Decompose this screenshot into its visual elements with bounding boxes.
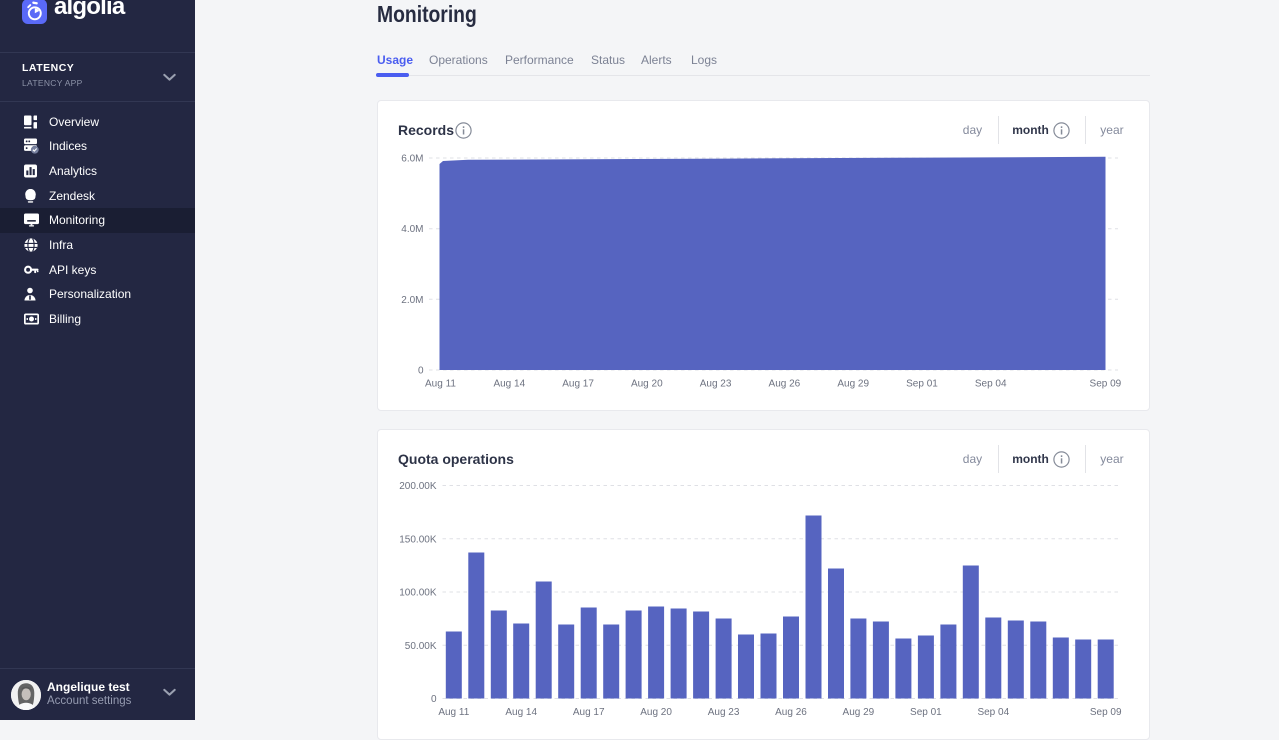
- svg-text:Aug 23: Aug 23: [708, 707, 740, 718]
- svg-text:Aug 26: Aug 26: [769, 379, 801, 390]
- svg-text:0: 0: [431, 694, 437, 705]
- svg-text:Aug 20: Aug 20: [631, 379, 663, 390]
- svg-text:Aug 26: Aug 26: [775, 707, 807, 718]
- svg-text:Sep 09: Sep 09: [1090, 379, 1122, 390]
- svg-text:150.00K: 150.00K: [399, 534, 437, 545]
- svg-text:50.00K: 50.00K: [405, 641, 437, 652]
- svg-text:Sep 09: Sep 09: [1090, 707, 1122, 718]
- svg-text:Sep 04: Sep 04: [975, 379, 1007, 390]
- svg-text:2.0M: 2.0M: [401, 295, 423, 306]
- svg-text:Aug 17: Aug 17: [562, 379, 594, 390]
- svg-text:200.00K: 200.00K: [399, 481, 437, 492]
- svg-text:0: 0: [418, 366, 424, 377]
- svg-text:100.00K: 100.00K: [399, 588, 437, 599]
- svg-text:Aug 17: Aug 17: [573, 707, 605, 718]
- svg-text:Aug 29: Aug 29: [843, 707, 875, 718]
- svg-text:Aug 29: Aug 29: [837, 379, 869, 390]
- svg-text:4.0M: 4.0M: [401, 224, 423, 235]
- svg-text:Aug 20: Aug 20: [640, 707, 672, 718]
- svg-text:Sep 04: Sep 04: [977, 707, 1009, 718]
- svg-text:Aug 14: Aug 14: [505, 707, 537, 718]
- svg-text:Sep 01: Sep 01: [906, 379, 938, 390]
- svg-text:Aug 14: Aug 14: [493, 379, 525, 390]
- svg-text:Sep 01: Sep 01: [910, 707, 942, 718]
- svg-text:Aug 11: Aug 11: [425, 379, 456, 390]
- svg-text:Aug 11: Aug 11: [438, 707, 469, 718]
- svg-text:6.0M: 6.0M: [401, 154, 423, 165]
- svg-text:Aug 23: Aug 23: [700, 379, 732, 390]
